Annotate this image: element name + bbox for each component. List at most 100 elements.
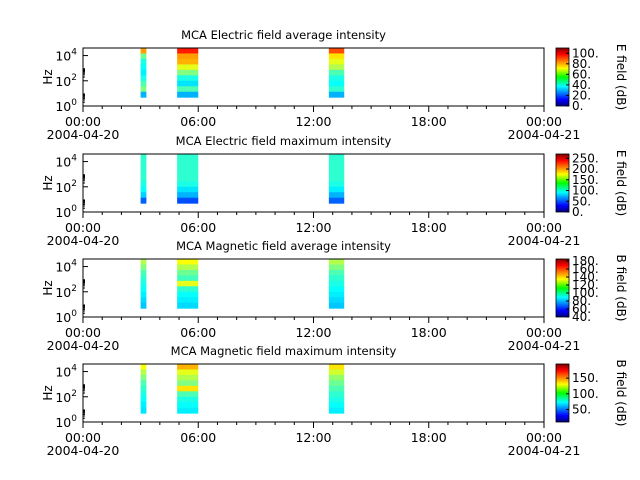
heatmap-cell bbox=[328, 48, 345, 54]
heatmap-cell bbox=[328, 64, 345, 71]
heatmap-cell bbox=[177, 269, 199, 276]
x-date-end: 2004-04-21 bbox=[508, 338, 581, 353]
colorbar-label: E field (dB) bbox=[614, 44, 628, 110]
heatmap-cell bbox=[177, 297, 199, 304]
heatmap-cell bbox=[177, 364, 199, 370]
x-tick-label: 00:00 bbox=[65, 114, 101, 129]
y-tick-label: 102 bbox=[55, 179, 77, 195]
heatmap-cell bbox=[177, 380, 199, 387]
heatmap-cell bbox=[140, 297, 147, 304]
x-tick-label: 12:00 bbox=[295, 430, 331, 445]
colorbar-tick-label: 100. bbox=[572, 286, 599, 300]
heatmap-cell bbox=[177, 170, 199, 177]
heatmap-cell bbox=[328, 154, 345, 160]
heatmap-cell bbox=[177, 58, 199, 65]
panel-title: MCA Magnetic field maximum intensity bbox=[171, 344, 397, 358]
heatmap-cell bbox=[140, 197, 147, 204]
y-tick-label: 104 bbox=[55, 364, 77, 380]
panel-title: MCA Electric field maximum intensity bbox=[176, 134, 392, 148]
heatmap-cell bbox=[328, 175, 345, 182]
heatmap-cell bbox=[328, 269, 345, 276]
heatmap-cell bbox=[140, 192, 147, 199]
heatmap-cell bbox=[140, 181, 147, 188]
heatmap-cell bbox=[328, 53, 345, 60]
colorbar-tick-label: 180. bbox=[572, 254, 599, 268]
heatmap-cell bbox=[328, 58, 345, 65]
x-date-start: 2004-04-20 bbox=[47, 127, 120, 142]
heatmap-cell bbox=[328, 86, 345, 93]
colorbar-tick-label: 80. bbox=[572, 294, 591, 308]
plot-area bbox=[83, 259, 544, 317]
x-tick-label: 00:00 bbox=[65, 430, 101, 445]
x-tick-label: 06:00 bbox=[180, 325, 216, 340]
heatmap-cell bbox=[328, 364, 345, 370]
heatmap-cell bbox=[140, 159, 147, 166]
heatmap-cell bbox=[140, 259, 147, 265]
colorbar-tick-label: 150. bbox=[572, 173, 599, 187]
y-tick-label: 102 bbox=[55, 284, 77, 300]
heatmap-cell bbox=[177, 302, 199, 309]
heatmap-cell bbox=[328, 297, 345, 304]
x-date-end: 2004-04-21 bbox=[508, 233, 581, 248]
heatmap-cell bbox=[328, 374, 345, 381]
y-tick-label: 102 bbox=[55, 73, 77, 89]
colorbar-tick-label: 250. bbox=[572, 151, 599, 165]
colorbar-tick-label: 20. bbox=[572, 88, 591, 102]
heatmap-cell bbox=[328, 197, 345, 204]
x-tick-label: 06:00 bbox=[180, 430, 216, 445]
colorbar-tick-label: 200. bbox=[572, 162, 599, 176]
colorbar-tick-label: 150. bbox=[572, 371, 599, 385]
x-tick-label: 00:00 bbox=[526, 430, 562, 445]
x-tick-label: 00:00 bbox=[526, 114, 562, 129]
y-tick-label: 104 bbox=[55, 48, 77, 64]
colorbar-tick-label: 50. bbox=[572, 194, 591, 208]
colorbar-tick-label: 40. bbox=[572, 310, 591, 324]
panel-4: MCA Magnetic field maximum intensityHz10… bbox=[41, 344, 628, 458]
heatmap-cell bbox=[177, 175, 199, 182]
x-date-end: 2004-04-21 bbox=[508, 127, 581, 142]
heatmap-cell bbox=[328, 291, 345, 298]
heatmap-cell bbox=[177, 192, 199, 199]
heatmap-cell bbox=[140, 64, 147, 71]
heatmap-cell bbox=[177, 53, 199, 60]
x-tick-label: 12:00 bbox=[295, 325, 331, 340]
heatmap-cell bbox=[328, 75, 345, 82]
heatmap-cell bbox=[177, 374, 199, 381]
x-tick-label: 18:00 bbox=[411, 114, 447, 129]
colorbar-tick-label: 160. bbox=[572, 262, 599, 276]
heatmap-cell bbox=[177, 275, 199, 282]
y-tick-label: 100 bbox=[55, 98, 77, 114]
heatmap-cell bbox=[177, 286, 199, 293]
colorbar-tick-label: 60. bbox=[572, 302, 591, 316]
colorbar-tick-label: 50. bbox=[572, 402, 591, 416]
x-tick-label: 18:00 bbox=[411, 325, 447, 340]
x-tick-label: 00:00 bbox=[65, 325, 101, 340]
heatmap-cell bbox=[140, 275, 147, 282]
heatmap-cell bbox=[140, 264, 147, 271]
heatmap-cell bbox=[177, 407, 199, 414]
heatmap-cell bbox=[328, 407, 345, 414]
heatmap-cell bbox=[328, 164, 345, 171]
heatmap-cell bbox=[177, 159, 199, 166]
y-tick-label: 100 bbox=[55, 204, 77, 220]
heatmap-cell bbox=[140, 286, 147, 293]
heatmap-cell bbox=[177, 91, 199, 98]
heatmap-cell bbox=[328, 181, 345, 188]
heatmap-cell bbox=[140, 302, 147, 309]
heatmap-cell bbox=[177, 280, 199, 287]
heatmap-cell bbox=[177, 86, 199, 93]
heatmap-cell bbox=[177, 64, 199, 71]
y-axis-label: Hz bbox=[41, 69, 55, 84]
x-date-end: 2004-04-21 bbox=[508, 443, 581, 458]
heatmap-cell bbox=[328, 91, 345, 98]
y-axis-label: Hz bbox=[41, 175, 55, 190]
colorbar-tick-label: 0. bbox=[572, 99, 583, 113]
heatmap-cell bbox=[140, 385, 147, 392]
plot-area bbox=[83, 48, 544, 106]
heatmap-cell bbox=[328, 69, 345, 76]
panel-1: MCA Electric field average intensityHz10… bbox=[41, 28, 628, 142]
heatmap-cell bbox=[140, 170, 147, 177]
colorbar-label: E field (dB) bbox=[614, 150, 628, 216]
heatmap-cell bbox=[140, 364, 147, 370]
